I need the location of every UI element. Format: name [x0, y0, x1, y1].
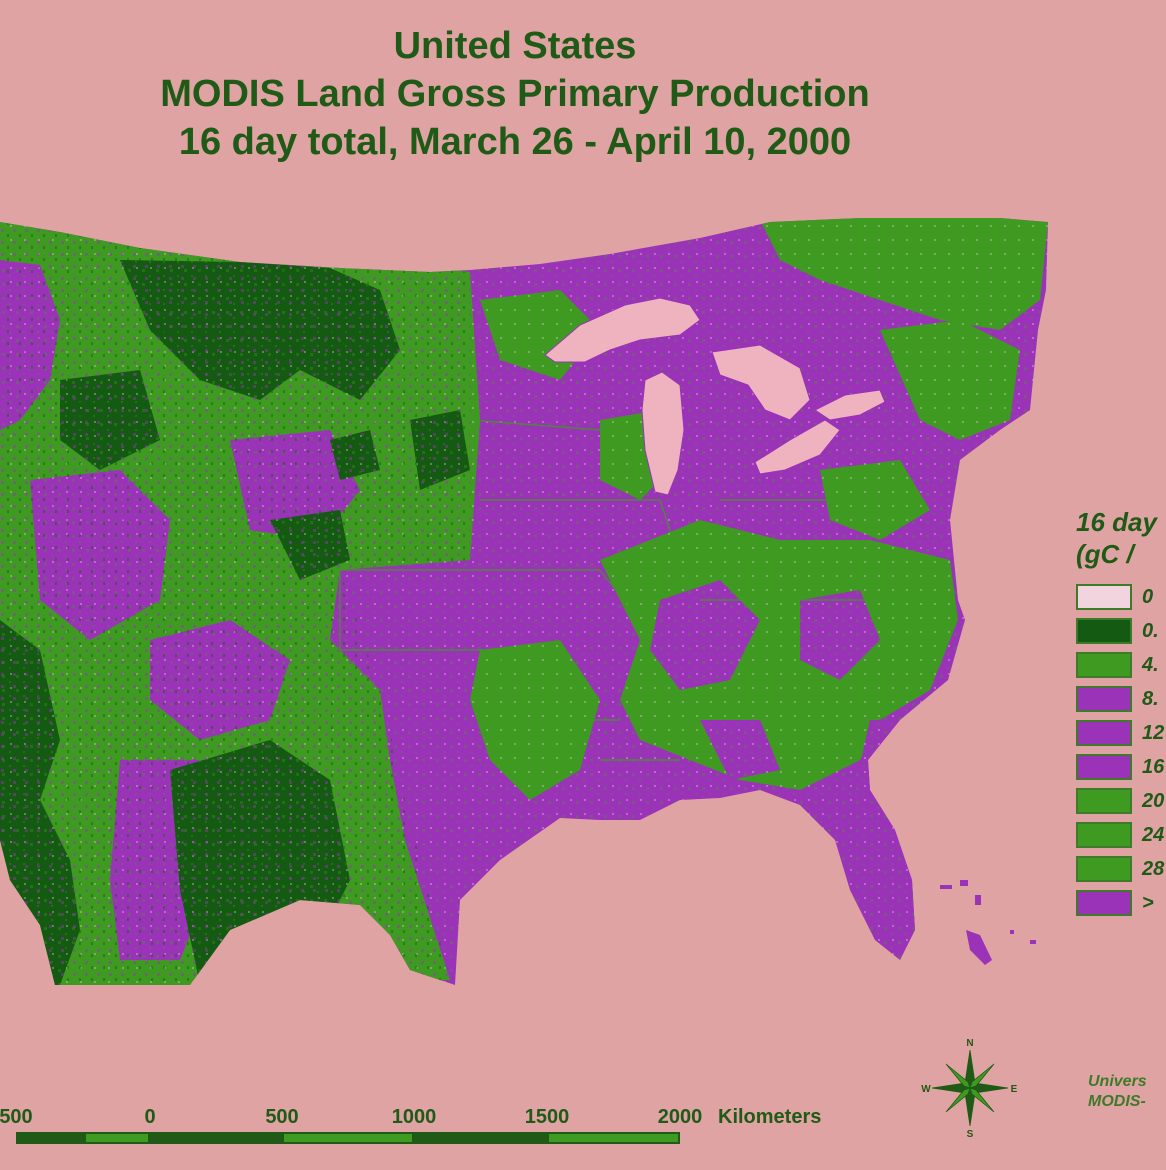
scale-units: Kilometers — [718, 1106, 822, 1128]
islands — [940, 880, 1036, 965]
legend: 16 day (gC / 0 0. 4. 8. 12 16 20 24 28 > — [1076, 506, 1166, 920]
scale-segment — [547, 1132, 680, 1144]
scale-bar: 500 0 500 1000 1500 2000 Kilometers — [0, 1100, 900, 1160]
legend-swatch — [1076, 856, 1132, 882]
title-line-3: 16 day total, March 26 - April 10, 2000 — [178, 121, 852, 163]
legend-title-line-1: 16 day — [1076, 507, 1157, 537]
compass-s: S — [967, 1129, 974, 1140]
legend-item: 16 — [1076, 750, 1166, 784]
scale-label-1500: 1500 — [524, 1106, 570, 1128]
scale-segment — [282, 1132, 414, 1144]
scale-segment — [414, 1132, 547, 1144]
legend-swatch — [1076, 890, 1132, 916]
lake-michigan — [641, 371, 685, 496]
legend-swatch — [1076, 720, 1132, 746]
legend-item: 4. — [1076, 648, 1166, 682]
scale-segment — [16, 1132, 84, 1144]
compass-e: E — [1011, 1084, 1018, 1095]
compass-w: W — [921, 1084, 931, 1095]
scale-label-0: 0 — [144, 1106, 156, 1128]
legend-label: 20 — [1142, 789, 1165, 812]
compass-n: N — [966, 1038, 973, 1049]
legend-item: 24 — [1076, 818, 1166, 852]
scale-label-500: 500 — [265, 1106, 299, 1128]
lake-erie — [754, 419, 841, 475]
legend-swatch — [1076, 584, 1132, 610]
legend-label: 8. — [1142, 687, 1159, 710]
credit: Univers MODIS- — [1088, 1072, 1166, 1112]
legend-label: 28 — [1142, 857, 1165, 880]
great-lakes — [544, 297, 886, 496]
legend-label: 4. — [1142, 653, 1159, 676]
legend-item: 12 — [1076, 716, 1166, 750]
legend-label: 24 — [1142, 823, 1165, 846]
legend-item: 20 — [1076, 784, 1166, 818]
title-line-1: United States — [393, 25, 637, 67]
scale-segment — [84, 1132, 150, 1144]
legend-swatch — [1076, 618, 1132, 644]
legend-item: 8. — [1076, 682, 1166, 716]
legend-item: > — [1076, 886, 1166, 920]
map-title: United States MODIS Land Gross Primary P… — [0, 22, 1030, 166]
scale-label-neg-500: 500 — [0, 1106, 33, 1128]
credit-line-1: Univers — [1088, 1073, 1147, 1090]
legend-label: 0. — [1142, 619, 1159, 642]
legend-label: 12 — [1142, 721, 1165, 744]
credit-line-2: MODIS- — [1088, 1093, 1146, 1110]
legend-label: 0 — [1142, 585, 1154, 608]
land-cover — [0, 218, 1048, 985]
lake-superior — [544, 297, 701, 363]
legend-item: 28 — [1076, 852, 1166, 886]
compass-rose-icon: N S E W — [921, 1038, 1018, 1140]
scale-label-1000: 1000 — [391, 1106, 437, 1128]
legend-swatch — [1076, 788, 1132, 814]
legend-label: 16 — [1142, 755, 1165, 778]
legend-swatch — [1076, 652, 1132, 678]
legend-swatch — [1076, 754, 1132, 780]
state-boundaries — [339, 419, 950, 761]
legend-label: > — [1142, 891, 1154, 914]
scale-segment — [150, 1132, 282, 1144]
scale-label-2000: 2000 — [657, 1106, 703, 1128]
lake-huron — [711, 344, 811, 421]
title-line-2: MODIS Land Gross Primary Production — [160, 73, 870, 115]
legend-swatch — [1076, 822, 1132, 848]
lake-ontario — [814, 389, 886, 421]
legend-item: 0 — [1076, 580, 1166, 614]
legend-swatch — [1076, 686, 1132, 712]
legend-title-line-2: (gC / — [1076, 539, 1134, 569]
legend-item: 0. — [1076, 614, 1166, 648]
legend-items: 0 0. 4. 8. 12 16 20 24 28 > — [1076, 580, 1166, 920]
